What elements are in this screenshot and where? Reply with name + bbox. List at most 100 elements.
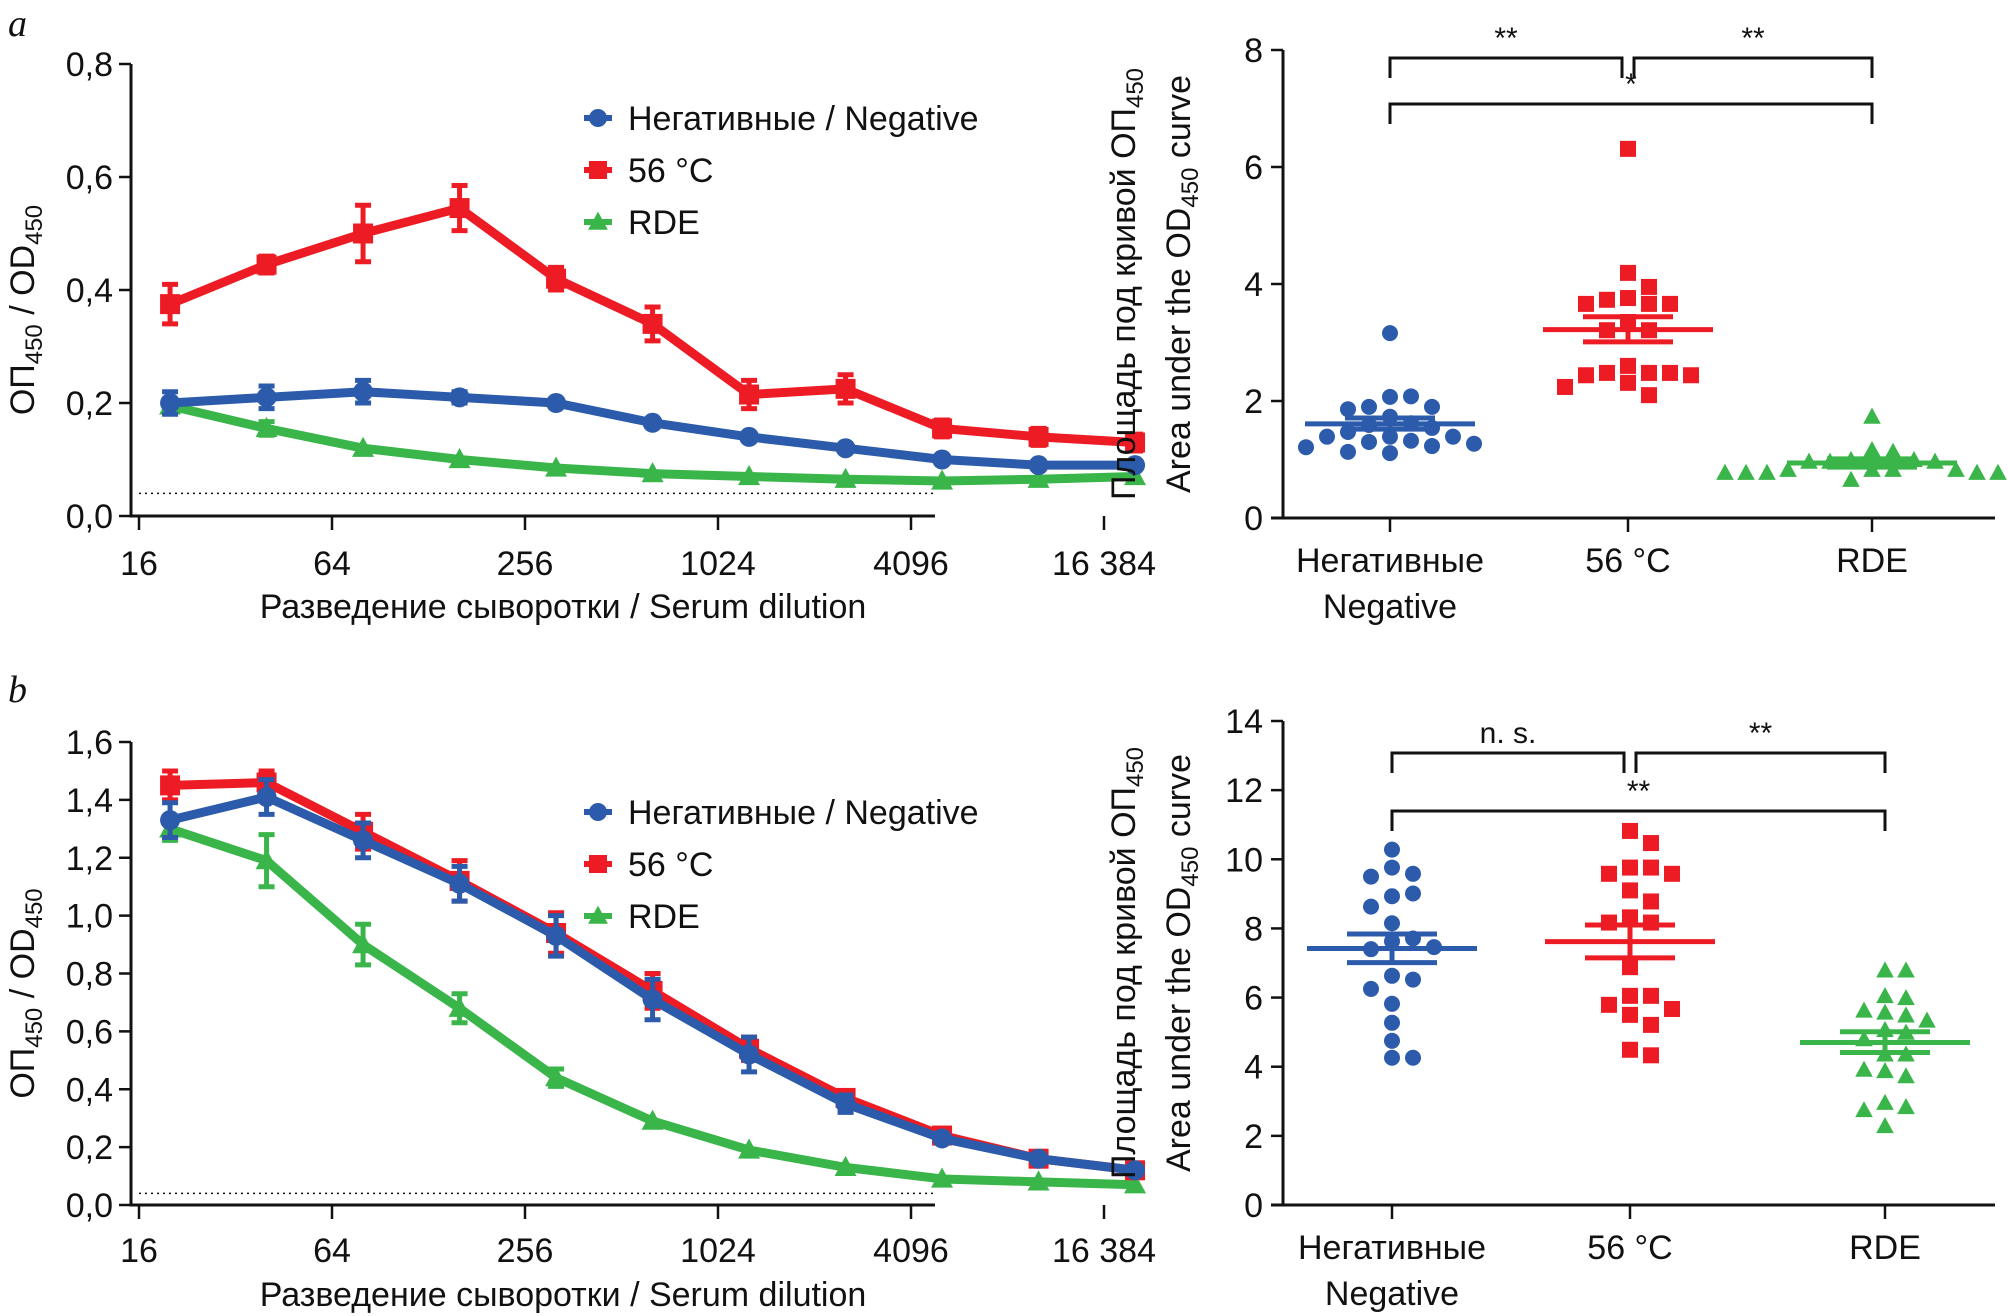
data-point [1842, 470, 1860, 487]
x-tick-label: 16 384 [1052, 1232, 1156, 1270]
subscript: 450 [1177, 847, 1204, 887]
legend-label: Негативные / Negative [628, 100, 979, 138]
x-tick-label: 4096 [873, 1232, 949, 1270]
y-tick-label: 0,4 [66, 1071, 113, 1109]
data-point [352, 933, 375, 954]
y-tick-label: 1,2 [66, 840, 113, 878]
legend-item: Негативные / Negative [584, 100, 979, 138]
bracket-line [1632, 56, 1874, 78]
data-point [1028, 1148, 1049, 1169]
data-point [1622, 959, 1638, 976]
data-point [1027, 467, 1050, 488]
data-point [1028, 455, 1049, 476]
data-point [545, 1066, 568, 1087]
y-axis-title-line2: Area under the OD450 curve [1160, 754, 1204, 1172]
legend-label: 56 °C [628, 152, 713, 190]
significance-label: n. s. [1480, 717, 1537, 750]
data-point [546, 925, 567, 946]
y-axis-title-line1: Площадь под кривой ОП450 [1105, 747, 1149, 1179]
data-point [931, 1167, 954, 1188]
y-tick-label: 10 [1225, 841, 1263, 879]
significance-label: * [1625, 68, 1637, 101]
data-point [1125, 1160, 1146, 1181]
data-point [1405, 1049, 1421, 1066]
data-point [1641, 387, 1657, 404]
legend-item: 56 °C [584, 152, 713, 190]
significance-label: ** [1741, 22, 1765, 55]
data-point [1424, 398, 1440, 415]
x-axis-title: Разведение сыворотки / Serum dilution [260, 1276, 867, 1314]
data-point [1298, 439, 1314, 456]
data-point [1641, 364, 1657, 381]
data-point [1124, 1173, 1147, 1194]
group-heat56 [1543, 140, 1713, 404]
data-point [1863, 407, 1881, 424]
data-point [1340, 401, 1356, 418]
data-point [932, 418, 953, 439]
data-point [1620, 140, 1636, 157]
data-point [932, 449, 953, 470]
data-point [1405, 885, 1421, 902]
data-point [1382, 325, 1398, 342]
data-point [739, 384, 760, 405]
data-point [642, 989, 663, 1010]
data-point [1125, 432, 1146, 453]
data-point [1363, 898, 1379, 915]
series-heat56 [160, 182, 1146, 454]
x-tick-label: 56 °C [1587, 1229, 1672, 1267]
y-tick-label: 8 [1244, 910, 1263, 948]
y-tick-label: 0 [1244, 500, 1263, 538]
data-point [835, 438, 856, 459]
y-axis-title-part: ОП [4, 364, 42, 415]
data-point [1405, 971, 1421, 988]
data-point [1384, 995, 1400, 1012]
data-point [1662, 364, 1678, 381]
data-point [1319, 428, 1335, 445]
data-point [1758, 463, 1776, 480]
significance: n. s. ** ** [1390, 717, 1887, 831]
series-rde [159, 814, 1147, 1194]
data-point [1897, 1067, 1915, 1084]
x-tick-label: 16 [120, 1232, 158, 1270]
data-point [1855, 1060, 1873, 1077]
data-point [255, 849, 278, 870]
data-point [1643, 1047, 1659, 1064]
data-point [449, 873, 470, 894]
data-point [160, 393, 181, 413]
data-point [1641, 295, 1657, 312]
data-point [546, 268, 567, 289]
data-point [1622, 1041, 1638, 1058]
y-tick-label: 0,8 [66, 956, 113, 994]
legend-item: RDE [584, 204, 700, 242]
x-tick-label: RDE [1836, 542, 1908, 580]
y-tick-label: 0,0 [66, 1187, 113, 1225]
y-tick-label: 1,4 [66, 782, 113, 820]
data-point [834, 1155, 857, 1177]
data-point [1897, 989, 1915, 1006]
data-point [931, 469, 954, 490]
x-tick-label: 64 [313, 1232, 351, 1270]
data-point [1622, 1006, 1638, 1023]
data-point [834, 467, 857, 488]
data-point [1384, 1014, 1400, 1031]
data-point [1361, 398, 1377, 415]
data-point [1622, 859, 1638, 876]
data-point [1340, 443, 1356, 460]
line-chart-a: 0,0 0,2 0,4 0,6 0,8 16 64 256 1024 4096 16 384 Разв… [4, 46, 1156, 626]
legend-item: RDE [584, 898, 700, 936]
data-point [1557, 378, 1573, 395]
legend-label: RDE [628, 204, 700, 242]
significance-bracket: ** [1632, 22, 1874, 78]
y-tick-label: 0,2 [66, 385, 113, 423]
data-point [1897, 1097, 1915, 1115]
y-axis-title-part: Area under the OD [1160, 208, 1198, 493]
legend-marker-icon [588, 905, 608, 924]
y-axis-title-part: ОП [4, 1048, 42, 1099]
group-rde [1716, 407, 2007, 487]
y-tick-label: 0,6 [66, 159, 113, 197]
subscript: 450 [21, 1008, 48, 1048]
y-axis-title: ОП450 / OD450 [4, 888, 48, 1098]
y-axis-title-part: / OD [4, 245, 42, 324]
data-point [642, 412, 663, 433]
data-point [1989, 463, 2007, 480]
